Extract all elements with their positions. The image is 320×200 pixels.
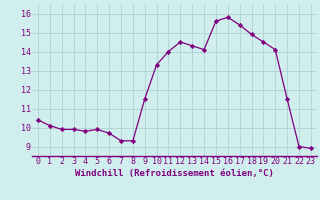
X-axis label: Windchill (Refroidissement éolien,°C): Windchill (Refroidissement éolien,°C) <box>75 169 274 178</box>
